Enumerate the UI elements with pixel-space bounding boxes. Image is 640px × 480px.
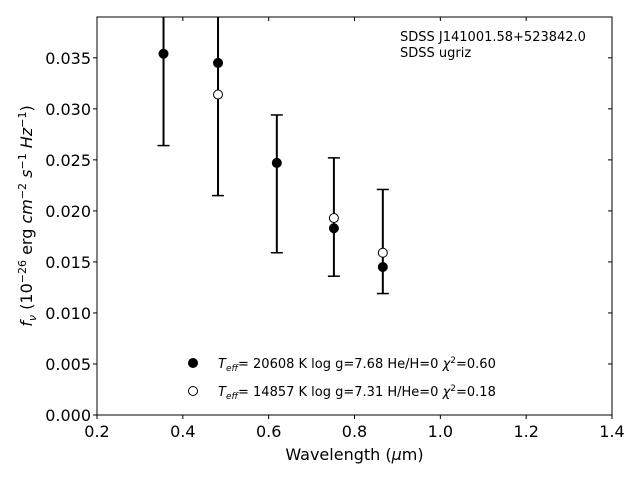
y-tick-label: 0.010 — [45, 304, 91, 323]
data-point-open — [328, 213, 339, 224]
legend: Teff= 20608 K log g=7.68 He/H=0 χ2=0.60 … — [188, 356, 496, 402]
data-point-filled — [158, 48, 169, 59]
axis-ticks: 0.2 0.4 0.6 0.8 1.0 1.2 1.4 0.000 0.005 0.010 0.01… — [45, 17, 625, 441]
y-tick-label: 0.005 — [45, 355, 91, 374]
y-tick-label: 0.015 — [45, 253, 91, 272]
data-point-filled — [271, 157, 282, 168]
y-axis-label: fν (10−26 erg cm−2 s−1 Hz−1) — [16, 105, 39, 326]
data-point-open — [213, 89, 224, 100]
legend-marker-open — [188, 386, 198, 396]
legend-label-open: Teff= 14857 K log g=7.31 H/He=0 χ2=0.18 — [218, 384, 496, 402]
plot-frame — [96, 16, 613, 416]
legend-label-filled: Teff= 20608 K log g=7.68 He/H=0 χ2=0.60 — [218, 356, 496, 374]
x-tick-label: 0.4 — [170, 422, 195, 441]
y-tick-label: 0.025 — [45, 151, 91, 170]
x-axis-label: Wavelength (μm) — [285, 445, 423, 464]
annotation-object-name: SDSS J141001.58+523842.0 — [400, 30, 586, 45]
y-tick-label: 0.020 — [45, 202, 91, 221]
legend-marker-filled — [188, 358, 198, 368]
y-tick-label: 0.035 — [45, 49, 91, 68]
x-tick-label: 0.2 — [84, 422, 109, 441]
data-point-filled — [213, 57, 224, 68]
x-tick-label: 1.0 — [428, 422, 453, 441]
annotation-photometry: SDSS ugriz — [400, 46, 471, 61]
chart-marks — [157, 17, 389, 295]
x-tick-label: 0.6 — [256, 422, 281, 441]
data-point-open — [377, 247, 388, 258]
x-tick-label: 0.8 — [342, 422, 367, 441]
y-tick-label: 0.030 — [45, 100, 91, 119]
y-tick-label: 0.000 — [45, 406, 91, 425]
x-tick-label: 1.2 — [513, 422, 538, 441]
data-point-filled — [377, 262, 388, 273]
x-tick-label: 1.4 — [599, 422, 624, 441]
data-point-filled — [328, 223, 339, 234]
